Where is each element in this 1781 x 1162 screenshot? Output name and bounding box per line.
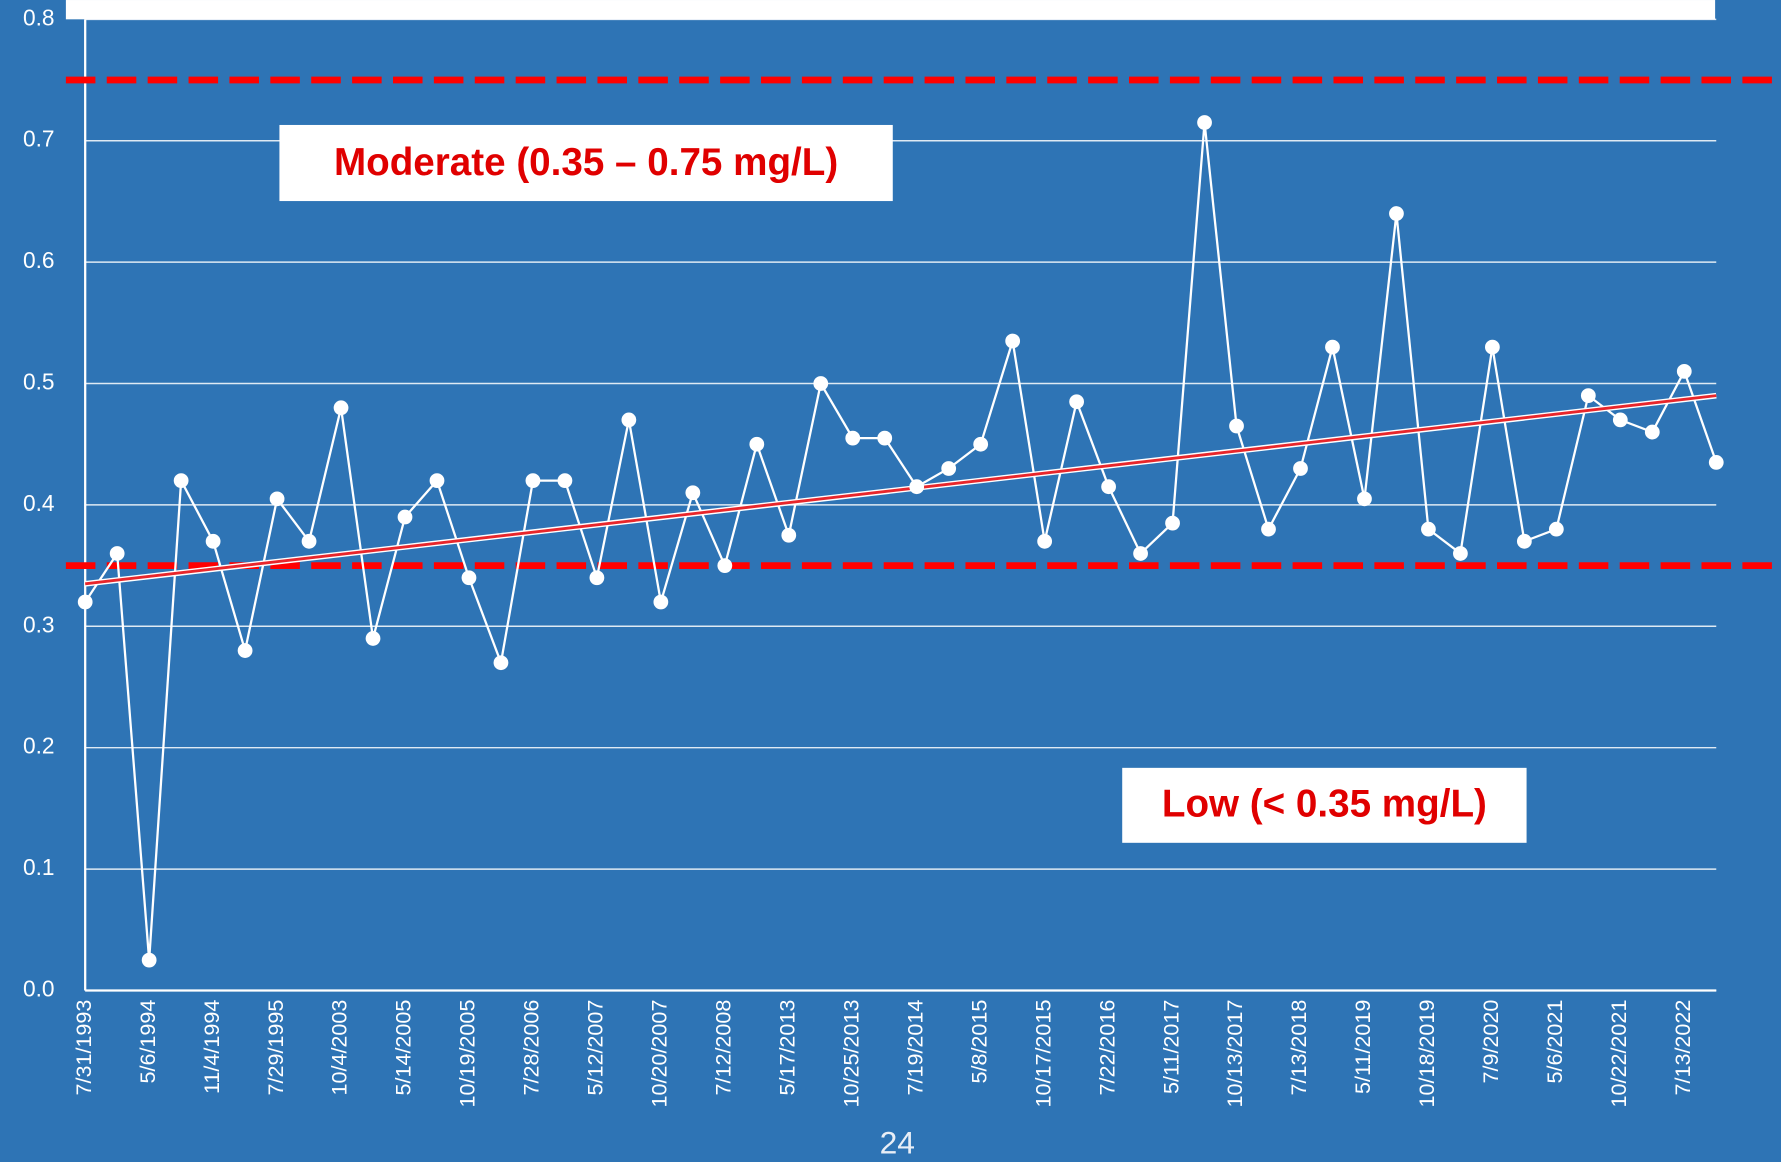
data-point: [1101, 479, 1116, 495]
x-tick-label: 5/12/2007: [583, 1000, 608, 1096]
trend-line: [85, 394, 1717, 586]
data-point: [1389, 206, 1404, 221]
data-point: [1516, 533, 1532, 549]
data-point: [1037, 533, 1053, 549]
data-point: [1644, 424, 1660, 440]
data-point: [781, 527, 797, 543]
data-point: [141, 952, 157, 968]
x-tick-label: 5/11/2017: [1158, 1000, 1183, 1094]
data-point: [1357, 491, 1372, 507]
data-point: [77, 594, 93, 610]
data-point: [685, 485, 701, 501]
data-point: [1069, 394, 1085, 410]
x-tick-label: 7/29/1995: [263, 1000, 288, 1096]
data-point: [877, 430, 893, 446]
plot: 0.0 0.1 0.2 0.3 0.4 0.5 0.6 0.7 0.8 7/31/1993 5/6/…: [23, 4, 1781, 1108]
y-tick-label: 0.8: [23, 4, 55, 30]
data-point: [461, 570, 477, 586]
data-point: [589, 570, 605, 586]
data-point: [237, 643, 253, 658]
x-tick-label: 10/19/2005: [455, 1000, 480, 1108]
annotation-box: [279, 124, 893, 202]
x-tick-label: 5/6/1994: [135, 1000, 160, 1084]
y-tick-label: 0.1: [23, 854, 55, 880]
data-point: [1325, 339, 1340, 355]
data-point: [973, 436, 989, 452]
data-point: [333, 400, 349, 416]
data-point: [173, 473, 189, 489]
x-tick-label: 10/4/2003: [327, 1000, 352, 1096]
annotation: Moderate (0.35 – 0.75 mg/L): [334, 141, 838, 184]
y-tick-label: 0.3: [23, 611, 55, 637]
data-point: [1293, 461, 1308, 476]
x-tick-label: 5/17/2013: [774, 1000, 799, 1096]
data-point: [1580, 388, 1596, 404]
y-tick-label: 0.7: [23, 126, 55, 152]
data-point: [1453, 546, 1468, 561]
data-point: [269, 491, 285, 507]
annotation-box: [1122, 767, 1527, 843]
x-tick-label: 7/19/2014: [902, 1000, 927, 1096]
data-point: [717, 558, 733, 573]
title-strip: [65, 0, 1716, 20]
y-tick-label: 0.4: [23, 490, 55, 516]
data-point: [301, 533, 317, 549]
data-point: [109, 546, 125, 561]
data-point: [909, 479, 925, 495]
data-point: [493, 655, 509, 671]
data-point: [621, 412, 637, 428]
data-line: [84, 122, 1718, 961]
data-point: [845, 430, 861, 446]
data-point: [941, 461, 957, 476]
y-tick-label: 0.2: [23, 733, 55, 759]
y-tick-label: 0.5: [23, 369, 55, 395]
x-tick-label: 5/6/2021: [1542, 1000, 1567, 1084]
data-point: [1197, 115, 1212, 130]
data-point: [1612, 412, 1628, 428]
x-tick-label: 10/20/2007: [647, 1000, 672, 1108]
x-tick-label: 7/13/2022: [1670, 1000, 1695, 1096]
x-tick-label: 10/13/2017: [1222, 1000, 1247, 1108]
x-tick-label: 7/28/2006: [519, 1000, 544, 1096]
data-point: [1485, 339, 1500, 355]
data-point: [205, 533, 221, 549]
data-point: [813, 376, 829, 391]
x-tick-label: 5/11/2019: [1350, 1000, 1375, 1094]
x-tick-label: 7/9/2020: [1478, 1000, 1503, 1084]
y-tick-label: 0.0: [23, 975, 55, 1001]
data-point: [1548, 521, 1564, 537]
x-tick-label: 10/25/2013: [838, 1000, 863, 1108]
x-tick-label: 11/4/1994: [199, 1000, 224, 1094]
data-point: [1676, 363, 1692, 379]
page-number: 24: [880, 1124, 915, 1160]
data-point: [1005, 333, 1021, 349]
x-tick-label: 7/22/2016: [1094, 1000, 1119, 1096]
data-point: [1133, 546, 1148, 561]
data-point: [1708, 455, 1724, 470]
data-point: [653, 594, 669, 610]
data-point: [1261, 521, 1276, 537]
data-point: [1421, 521, 1436, 537]
x-tick-label: 7/31/1993: [71, 1000, 96, 1096]
x-tick-label: 10/18/2019: [1414, 1000, 1439, 1108]
data-point: [1229, 418, 1244, 434]
data-point: [749, 436, 765, 452]
data-point: [525, 473, 541, 489]
x-tick-label: 10/17/2015: [1030, 1000, 1055, 1108]
data-point: [429, 473, 445, 489]
x-tick-label: 5/14/2005: [391, 1000, 416, 1096]
data-point: [397, 509, 413, 525]
data-point: [1165, 515, 1180, 531]
x-tick-label: 7/13/2018: [1286, 1000, 1311, 1096]
data-point: [557, 473, 573, 489]
data-point: [365, 631, 381, 646]
annotation: Low (< 0.35 mg/L): [1162, 783, 1487, 826]
x-tick-label: 5/8/2015: [966, 1000, 991, 1084]
y-tick-label: 0.6: [23, 247, 55, 273]
x-tick-label: 10/22/2021: [1606, 1000, 1631, 1108]
x-tick-label: 7/12/2008: [711, 1000, 736, 1096]
